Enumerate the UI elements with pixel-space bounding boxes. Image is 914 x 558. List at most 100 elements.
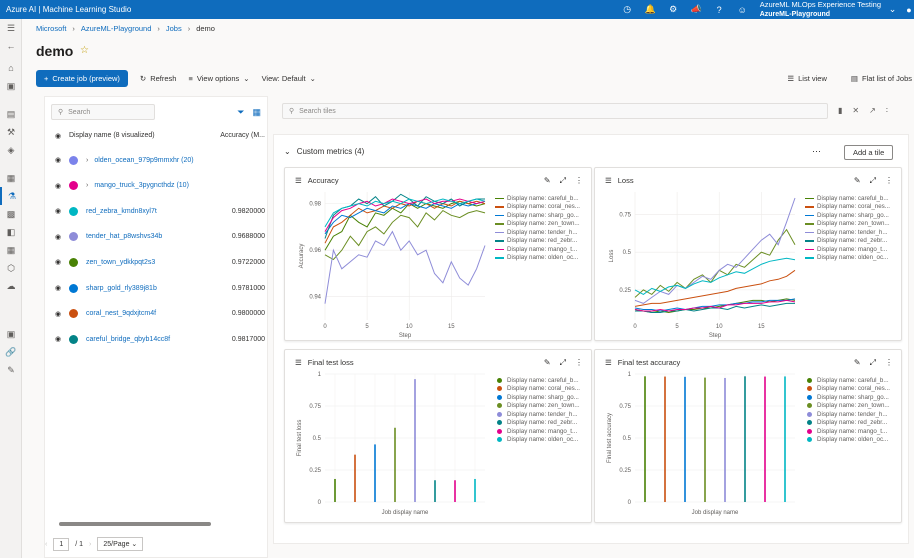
scatter-icon[interactable]: ∶ — [885, 106, 888, 115]
back-icon[interactable]: ← — [6, 41, 16, 51]
legend-item[interactable]: Display name: sharp_go... — [495, 393, 580, 402]
page-input[interactable]: 1 — [53, 537, 70, 551]
data-icon[interactable]: ▦ — [6, 172, 16, 183]
legend-item[interactable]: Display name: olden_oc... — [495, 254, 580, 263]
col-display-name[interactable]: Display name (8 visualized) — [69, 132, 155, 139]
workspace-switcher[interactable]: AzureML MLOps Experience Testing AzureML… — [760, 0, 881, 19]
designer-icon[interactable]: ◈ — [7, 144, 15, 155]
run-name[interactable]: red_zebra_kmdn8xyl7t — [86, 207, 157, 215]
line-chart-icon[interactable]: ↗ — [869, 106, 876, 115]
edit-icon[interactable]: ✎ — [543, 176, 551, 185]
feedback-icon[interactable]: ☺ — [737, 4, 747, 15]
filter-icon[interactable]: ⏷ — [237, 107, 245, 117]
compute-icon[interactable]: ▣ — [6, 328, 16, 339]
legend-item[interactable]: Display name: coral_nes... — [805, 203, 890, 212]
help-icon[interactable]: ? — [716, 4, 722, 15]
run-color-dot[interactable] — [69, 206, 78, 216]
more-icon[interactable]: ⋮ — [885, 176, 893, 185]
environments-icon[interactable]: ▦ — [6, 244, 16, 255]
legend-item[interactable]: Display name: sharp_go... — [805, 393, 890, 402]
notebook-icon[interactable]: ▤ — [6, 108, 16, 119]
eye-icon[interactable]: ◉ — [55, 233, 62, 241]
breadcrumb-microsoft[interactable]: Microsoft — [36, 24, 67, 33]
avatar[interactable]: ● — [906, 4, 912, 15]
refresh-button[interactable]: ↻ Refresh — [140, 74, 177, 83]
flat-list-button[interactable]: ▤ Flat list of Jobs — [851, 74, 912, 83]
models-icon[interactable]: ⬡ — [7, 262, 15, 273]
add-tile-button[interactable]: Add a tile — [844, 145, 894, 160]
run-name[interactable]: careful_bridge_qbyb14cc8f — [86, 335, 171, 343]
run-color-dot[interactable] — [69, 155, 78, 165]
legend-item[interactable]: Display name: careful_b... — [805, 376, 890, 385]
pipelines-icon[interactable]: ◧ — [6, 226, 16, 237]
legend-item[interactable]: Display name: careful_b... — [495, 376, 580, 385]
legend-item[interactable]: Display name: zen_town... — [495, 220, 580, 229]
more-icon[interactable]: ⋮ — [575, 358, 583, 367]
more-icon[interactable]: ⋮ — [575, 176, 583, 185]
legend-item[interactable]: Display name: coral_nes... — [805, 385, 890, 394]
view-selector[interactable]: View: Default ⌄ — [262, 74, 316, 83]
expand-icon[interactable]: ⤢ — [869, 358, 876, 367]
run-name[interactable]: zen_town_ydkkpqt2s3 — [86, 258, 156, 266]
legend-item[interactable]: Display name: tender_h... — [495, 410, 580, 419]
run-name[interactable]: olden_ocean_979p9mmxhr (20) — [94, 156, 194, 164]
view-options-button[interactable]: ≡ View options ⌄ — [188, 74, 249, 83]
run-color-dot[interactable] — [69, 232, 78, 242]
bar-chart-icon[interactable]: ▮ — [838, 106, 843, 115]
legend-item[interactable]: Display name: careful_b... — [805, 194, 890, 203]
drag-handle-icon[interactable]: ☰ — [605, 358, 612, 367]
labeling-icon[interactable]: ✎ — [7, 364, 15, 375]
endpoints-icon[interactable]: ☁ — [6, 280, 16, 291]
legend-item[interactable]: Display name: tender_h... — [805, 228, 890, 237]
legend-item[interactable]: Display name: mango_t... — [805, 245, 890, 254]
drag-handle-icon[interactable]: ☰ — [295, 176, 302, 185]
chevron-right-icon[interactable]: › — [86, 182, 89, 190]
breadcrumb-workspace[interactable]: AzureML-Playground — [80, 24, 152, 33]
page-size-select[interactable]: 25/Page ⌄ — [97, 537, 144, 551]
eye-icon[interactable]: ◉ — [55, 182, 62, 190]
run-row[interactable]: ◉ zen_town_ydkkpqt2s3 0.9722000 — [55, 256, 265, 268]
x-axis-icon[interactable]: ✕ — [852, 106, 860, 115]
runs-search-input[interactable]: ⚲ Search — [51, 104, 155, 120]
run-row[interactable]: ◉ coral_nest_9qdxjtcm4f 0.9800000 — [55, 308, 265, 320]
next-page-icon[interactable]: › — [89, 540, 92, 548]
legend-item[interactable]: Display name: zen_town... — [805, 220, 890, 229]
drag-handle-icon[interactable]: ☰ — [295, 358, 302, 367]
chevron-right-icon[interactable]: › — [86, 156, 89, 164]
run-color-dot[interactable] — [69, 181, 78, 191]
eye-icon[interactable]: ◉ — [55, 336, 62, 344]
run-color-dot[interactable] — [69, 283, 78, 293]
breadcrumb-jobs[interactable]: Jobs — [165, 24, 182, 33]
legend-item[interactable]: Display name: coral_nes... — [495, 203, 580, 212]
legend-item[interactable]: Display name: mango_t... — [805, 427, 890, 436]
columns-icon[interactable]: ▦ — [252, 107, 261, 117]
list-view-button[interactable]: ☰ List view — [787, 74, 827, 83]
legend-item[interactable]: Display name: red_zebr... — [495, 419, 580, 428]
col-accuracy[interactable]: Accuracy (M... — [220, 132, 265, 139]
history-icon[interactable]: ◷ — [623, 4, 632, 14]
legend-item[interactable]: Display name: zen_town... — [805, 402, 890, 411]
chevron-down-icon[interactable]: ⌄ — [888, 4, 897, 14]
legend-item[interactable]: Display name: red_zebr... — [805, 419, 890, 428]
gear-icon[interactable]: ⚙ — [669, 4, 678, 14]
horizontal-scrollbar[interactable] — [59, 522, 211, 526]
bell-icon[interactable]: 🔔 — [644, 4, 656, 14]
run-row[interactable]: ◉ › olden_ocean_979p9mmxhr (20) — [55, 154, 265, 166]
automl-icon[interactable]: ⚒ — [6, 126, 16, 137]
run-name[interactable]: tender_hat_p8wshvs34b — [86, 233, 163, 241]
legend-item[interactable]: Display name: coral_nes... — [495, 385, 580, 394]
run-name[interactable]: sharp_gold_rly389j81b — [86, 284, 157, 292]
run-row[interactable]: ◉ careful_bridge_qbyb14cc8f 0.9817000 — [55, 333, 265, 345]
run-color-dot[interactable] — [69, 309, 78, 319]
legend-item[interactable]: Display name: tender_h... — [805, 410, 890, 419]
eye-icon[interactable]: ◉ — [55, 285, 62, 292]
run-row[interactable]: ◉ › mango_truck_3pygncthdz (10) — [55, 180, 265, 192]
megaphone-icon[interactable]: 📣 — [690, 4, 702, 14]
run-name[interactable]: mango_truck_3pygncthdz (10) — [94, 182, 189, 190]
expand-icon[interactable]: ⤢ — [559, 176, 566, 185]
tiles-search-input[interactable]: ⚲ Search tiles — [282, 103, 828, 119]
legend-item[interactable]: Display name: careful_b... — [495, 194, 580, 203]
jobs-icon[interactable]: ⚗ — [0, 187, 22, 205]
eye-icon[interactable]: ◉ — [55, 133, 62, 140]
legend-item[interactable]: Display name: sharp_go... — [805, 211, 890, 220]
